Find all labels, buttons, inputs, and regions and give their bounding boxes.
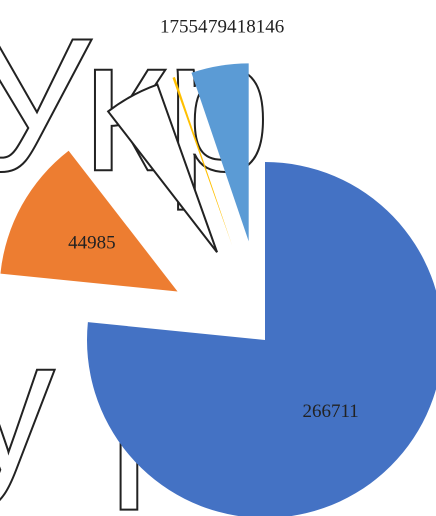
pie-slice	[191, 63, 249, 242]
pie-slice	[0, 150, 178, 292]
data-label: 266711	[303, 401, 359, 422]
data-label: 18146	[237, 16, 284, 37]
data-label: 44985	[68, 232, 116, 253]
pie-slice	[87, 162, 436, 516]
data-label: 794	[208, 16, 237, 37]
data-label: 17554	[160, 16, 208, 37]
pie-slice	[172, 77, 233, 246]
pie-slice	[106, 83, 218, 253]
